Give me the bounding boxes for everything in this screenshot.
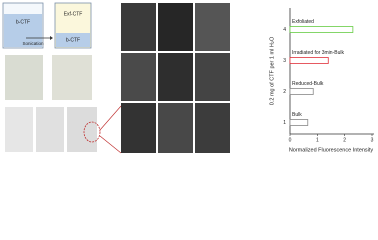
bar	[289, 88, 314, 95]
bar	[289, 26, 354, 33]
y-axis-label: 0.2 mg of CTF per 1 ml H₂O	[269, 36, 275, 105]
photo	[5, 107, 33, 152]
y-tick-label: 1	[283, 120, 286, 126]
bar	[289, 57, 329, 64]
micrograph	[158, 53, 193, 101]
micrograph	[121, 103, 156, 153]
y-tick-label: 2	[283, 89, 286, 95]
micrograph	[158, 103, 193, 153]
beaker-liquid	[4, 14, 42, 47]
photo	[36, 107, 64, 152]
beaker-label: b-CTF	[16, 19, 30, 25]
x-tick-label: 1	[316, 137, 319, 143]
arrow-head	[50, 36, 53, 40]
bar-label: Reduced-Bulk	[292, 81, 324, 87]
photo	[52, 55, 92, 100]
micrograph	[121, 3, 156, 51]
beaker-label: Exf-CTF	[64, 11, 83, 17]
bar-label: Exfoliated	[292, 19, 314, 25]
arrow-label: Sonication	[22, 41, 44, 46]
micrograph	[195, 103, 230, 153]
figure: b-CTF Sonication Exf-CTF b-CTF 0.2 mg of…	[2, 2, 374, 154]
x-tick-label: 0	[289, 137, 292, 143]
x-tick-label: 2	[343, 137, 346, 143]
zoom-line	[99, 135, 122, 154]
micrograph	[121, 53, 156, 101]
beaker-liquid	[56, 33, 90, 47]
highlight	[83, 121, 101, 143]
x-tick-label: 3	[371, 137, 374, 143]
micrographs	[121, 3, 230, 153]
y-tick-label: 3	[283, 58, 286, 64]
zoom-line	[99, 105, 122, 131]
photo	[67, 107, 97, 152]
y-tick-label: 4	[283, 27, 286, 33]
photo	[5, 55, 43, 100]
x-axis-label: Normalized Fluorescence Intensity	[289, 147, 374, 153]
beaker-label: b-CTF	[66, 37, 80, 43]
micrograph	[195, 3, 230, 51]
micrograph	[158, 3, 193, 51]
micrograph	[195, 53, 230, 101]
bar-label: Irradiated for 3min-Bulk	[292, 50, 344, 56]
bar-label: Bulk	[292, 112, 302, 118]
bar	[289, 119, 309, 126]
